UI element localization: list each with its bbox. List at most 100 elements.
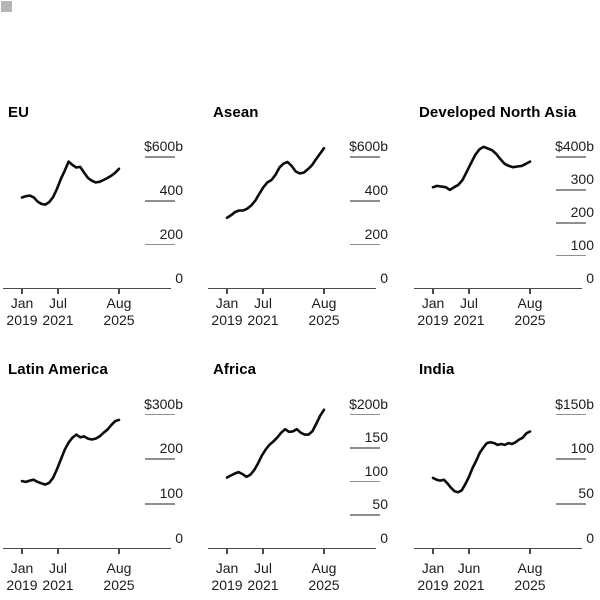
chart-title: Africa bbox=[213, 361, 257, 378]
y-axis-tick-label: 150 bbox=[364, 429, 388, 445]
x-tick-year-label: 2021 bbox=[453, 577, 485, 593]
x-tick-year-label: 2021 bbox=[42, 577, 74, 593]
region-chart-panel: Africa $200b 150 100 50 0 Jan 2019 Jul 2021 Aug 20… bbox=[200, 355, 400, 600]
y-axis-tick-label: 200 bbox=[570, 203, 594, 220]
y-axis-tick-label: 0 bbox=[380, 269, 388, 286]
y-axis-tick-label: 0 bbox=[586, 529, 594, 546]
x-tick-month-label: Jul bbox=[254, 295, 272, 311]
axis-tick-mark bbox=[118, 549, 120, 554]
chart-title: India bbox=[419, 361, 455, 378]
x-tick-month-label: Jun bbox=[457, 560, 481, 576]
axis-tick-mark bbox=[323, 549, 325, 554]
axis-tick-mark bbox=[57, 289, 59, 294]
x-axis-line bbox=[208, 287, 376, 290]
y-gridline bbox=[145, 243, 175, 246]
x-tick-month-label: Jan bbox=[421, 295, 445, 311]
trend-line bbox=[431, 430, 532, 494]
y-gridline bbox=[145, 413, 175, 416]
x-tick-year-label: 2025 bbox=[308, 312, 340, 328]
y-axis-tick-label: 400 bbox=[159, 181, 183, 198]
axis-tick-mark bbox=[262, 289, 264, 294]
x-axis-line bbox=[208, 547, 376, 550]
y-axis-tick-label: 50 bbox=[372, 496, 388, 512]
y-gridline bbox=[145, 503, 175, 505]
x-tick-month-label: Jan bbox=[215, 295, 239, 311]
y-axis-tick-label: 400 bbox=[364, 181, 388, 198]
x-tick-year-label: 2025 bbox=[514, 312, 546, 328]
y-gridline bbox=[350, 447, 380, 449]
y-axis-tick-label: 0 bbox=[380, 529, 388, 546]
axis-tick-mark bbox=[57, 549, 59, 554]
axis-tick-mark bbox=[118, 289, 120, 294]
x-tick-month-label: Jan bbox=[10, 560, 34, 576]
x-tick-year-label: 2019 bbox=[417, 577, 449, 593]
y-axis-tick-label: 100 bbox=[364, 462, 388, 479]
x-tick-month-label: Jan bbox=[10, 295, 34, 311]
y-axis-tick-label: 100 bbox=[570, 440, 594, 457]
x-tick-year-label: 2025 bbox=[514, 577, 546, 593]
y-gridline bbox=[556, 458, 586, 460]
x-tick-year-label: 2025 bbox=[103, 577, 135, 593]
region-chart-panel: Asean $600b 400 200 0 Jan 2019 Jul 2021 Aug 2025 bbox=[200, 100, 400, 330]
y-gridline bbox=[556, 189, 586, 191]
axis-tick-mark bbox=[468, 549, 470, 554]
x-tick-year-label: 2019 bbox=[6, 577, 38, 593]
y-gridline bbox=[350, 200, 380, 202]
trend-line bbox=[225, 408, 326, 479]
x-tick-year-label: 2021 bbox=[247, 577, 279, 593]
y-axis-tick-label: $400b bbox=[555, 138, 594, 154]
y-gridline bbox=[556, 156, 586, 158]
region-chart-panel: Latin America $300b 200 100 0 Jan 2019 Jul 2021… bbox=[0, 355, 200, 600]
x-tick-month-label: Jul bbox=[254, 560, 272, 576]
corner-artifact bbox=[1, 1, 12, 12]
y-axis-tick-label: 0 bbox=[175, 269, 183, 286]
chart-title: Latin America bbox=[8, 361, 108, 378]
y-axis-tick-label: $200b bbox=[349, 395, 388, 412]
x-tick-month-label: Aug bbox=[106, 560, 132, 576]
x-axis-line bbox=[3, 547, 171, 550]
axis-tick-mark bbox=[432, 549, 434, 554]
axis-tick-mark bbox=[529, 549, 531, 554]
y-axis-tick-label: 100 bbox=[570, 236, 594, 253]
x-tick-month-label: Jul bbox=[49, 295, 67, 311]
x-tick-month-label: Aug bbox=[106, 295, 132, 311]
x-tick-year-label: 2021 bbox=[453, 312, 485, 328]
axis-tick-mark bbox=[529, 289, 531, 294]
y-axis-tick-label: 200 bbox=[159, 225, 183, 242]
y-gridline bbox=[556, 503, 586, 505]
axis-tick-mark bbox=[21, 289, 23, 294]
x-axis-line bbox=[414, 287, 582, 290]
y-gridline bbox=[556, 413, 586, 416]
y-gridline bbox=[556, 254, 586, 257]
x-tick-year-label: 2021 bbox=[42, 312, 74, 328]
y-axis-tick-label: 300 bbox=[570, 170, 594, 187]
x-tick-month-label: Aug bbox=[517, 560, 543, 576]
axis-tick-mark bbox=[226, 549, 228, 554]
region-chart-panel: EU $600b 400 200 0 Jan 2019 Jul 2021 Aug 2025 bbox=[0, 100, 200, 330]
y-gridline bbox=[350, 480, 380, 483]
y-gridline bbox=[350, 413, 380, 416]
x-tick-month-label: Jan bbox=[421, 560, 445, 576]
y-axis-tick-label: 50 bbox=[578, 484, 594, 501]
y-axis-tick-label: $600b bbox=[349, 138, 388, 154]
trend-line bbox=[431, 145, 532, 192]
chart-title: Asean bbox=[213, 104, 259, 121]
y-axis-tick-label: 0 bbox=[175, 529, 183, 546]
x-tick-year-label: 2025 bbox=[103, 312, 135, 328]
chart-title: EU bbox=[8, 104, 30, 121]
trend-line bbox=[20, 160, 121, 206]
x-tick-year-label: 2025 bbox=[308, 577, 340, 593]
trend-line bbox=[20, 418, 121, 486]
x-tick-month-label: Aug bbox=[311, 295, 337, 311]
axis-tick-mark bbox=[262, 549, 264, 554]
y-gridline bbox=[350, 514, 380, 516]
y-axis-tick-label: $150b bbox=[555, 395, 594, 412]
x-axis-line bbox=[414, 547, 582, 550]
y-axis-tick-label: $600b bbox=[144, 138, 183, 154]
x-tick-year-label: 2019 bbox=[211, 312, 243, 328]
x-tick-month-label: Jan bbox=[215, 560, 239, 576]
y-gridline bbox=[145, 200, 175, 202]
x-tick-year-label: 2019 bbox=[211, 577, 243, 593]
y-axis-tick-label: 200 bbox=[364, 225, 388, 242]
